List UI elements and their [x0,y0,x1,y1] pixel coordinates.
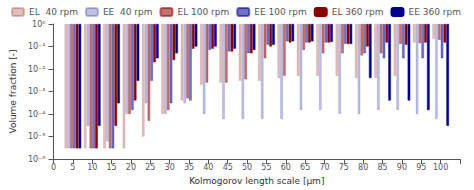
svg-text:80: 80 [358,163,368,172]
svg-text:35: 35 [184,163,194,172]
svg-text:15: 15 [106,163,116,172]
svg-text:10⁻⁴: 10⁻⁴ [28,110,46,119]
svg-text:Kolmogorov length scale [μm]: Kolmogorov length scale [μm] [189,176,324,186]
svg-text:25: 25 [145,163,155,172]
svg-text:90: 90 [397,163,407,172]
svg-text:10⁻⁶: 10⁻⁶ [28,155,46,164]
svg-text:20: 20 [126,163,136,172]
svg-text:45: 45 [223,163,233,172]
svg-text:EL 40 rpm: EL 40 rpm [29,7,78,17]
svg-text:10⁰: 10⁰ [32,20,45,29]
svg-text:EE 40 rpm: EE 40 rpm [103,7,153,17]
svg-text:0: 0 [51,163,56,172]
svg-text:75: 75 [339,163,349,172]
svg-text:EL 100 rpm: EL 100 rpm [178,7,230,17]
svg-text:95: 95 [416,163,426,172]
svg-text:70: 70 [319,163,329,172]
svg-text:65: 65 [300,163,310,172]
svg-text:55: 55 [261,163,271,172]
svg-text:10⁻¹: 10⁻¹ [28,42,46,51]
svg-text:60: 60 [281,163,291,172]
svg-text:100: 100 [433,163,448,172]
svg-text:10: 10 [87,163,97,172]
svg-text:5: 5 [70,163,75,172]
svg-text:10⁻³: 10⁻³ [28,87,46,96]
svg-text:EE 360 rpm: EE 360 rpm [409,7,461,17]
svg-text:30: 30 [165,163,175,172]
svg-text:EL 360 rpm: EL 360 rpm [332,7,384,17]
svg-text:50: 50 [242,163,252,172]
svg-text:Volume fraction [-]: Volume fraction [-] [8,50,18,134]
svg-text:EE 100 rpm: EE 100 rpm [254,7,306,17]
svg-text:85: 85 [377,163,387,172]
svg-text:40: 40 [203,163,213,172]
svg-text:10⁻⁵: 10⁻⁵ [28,132,46,141]
svg-text:10⁻²: 10⁻² [28,65,46,74]
